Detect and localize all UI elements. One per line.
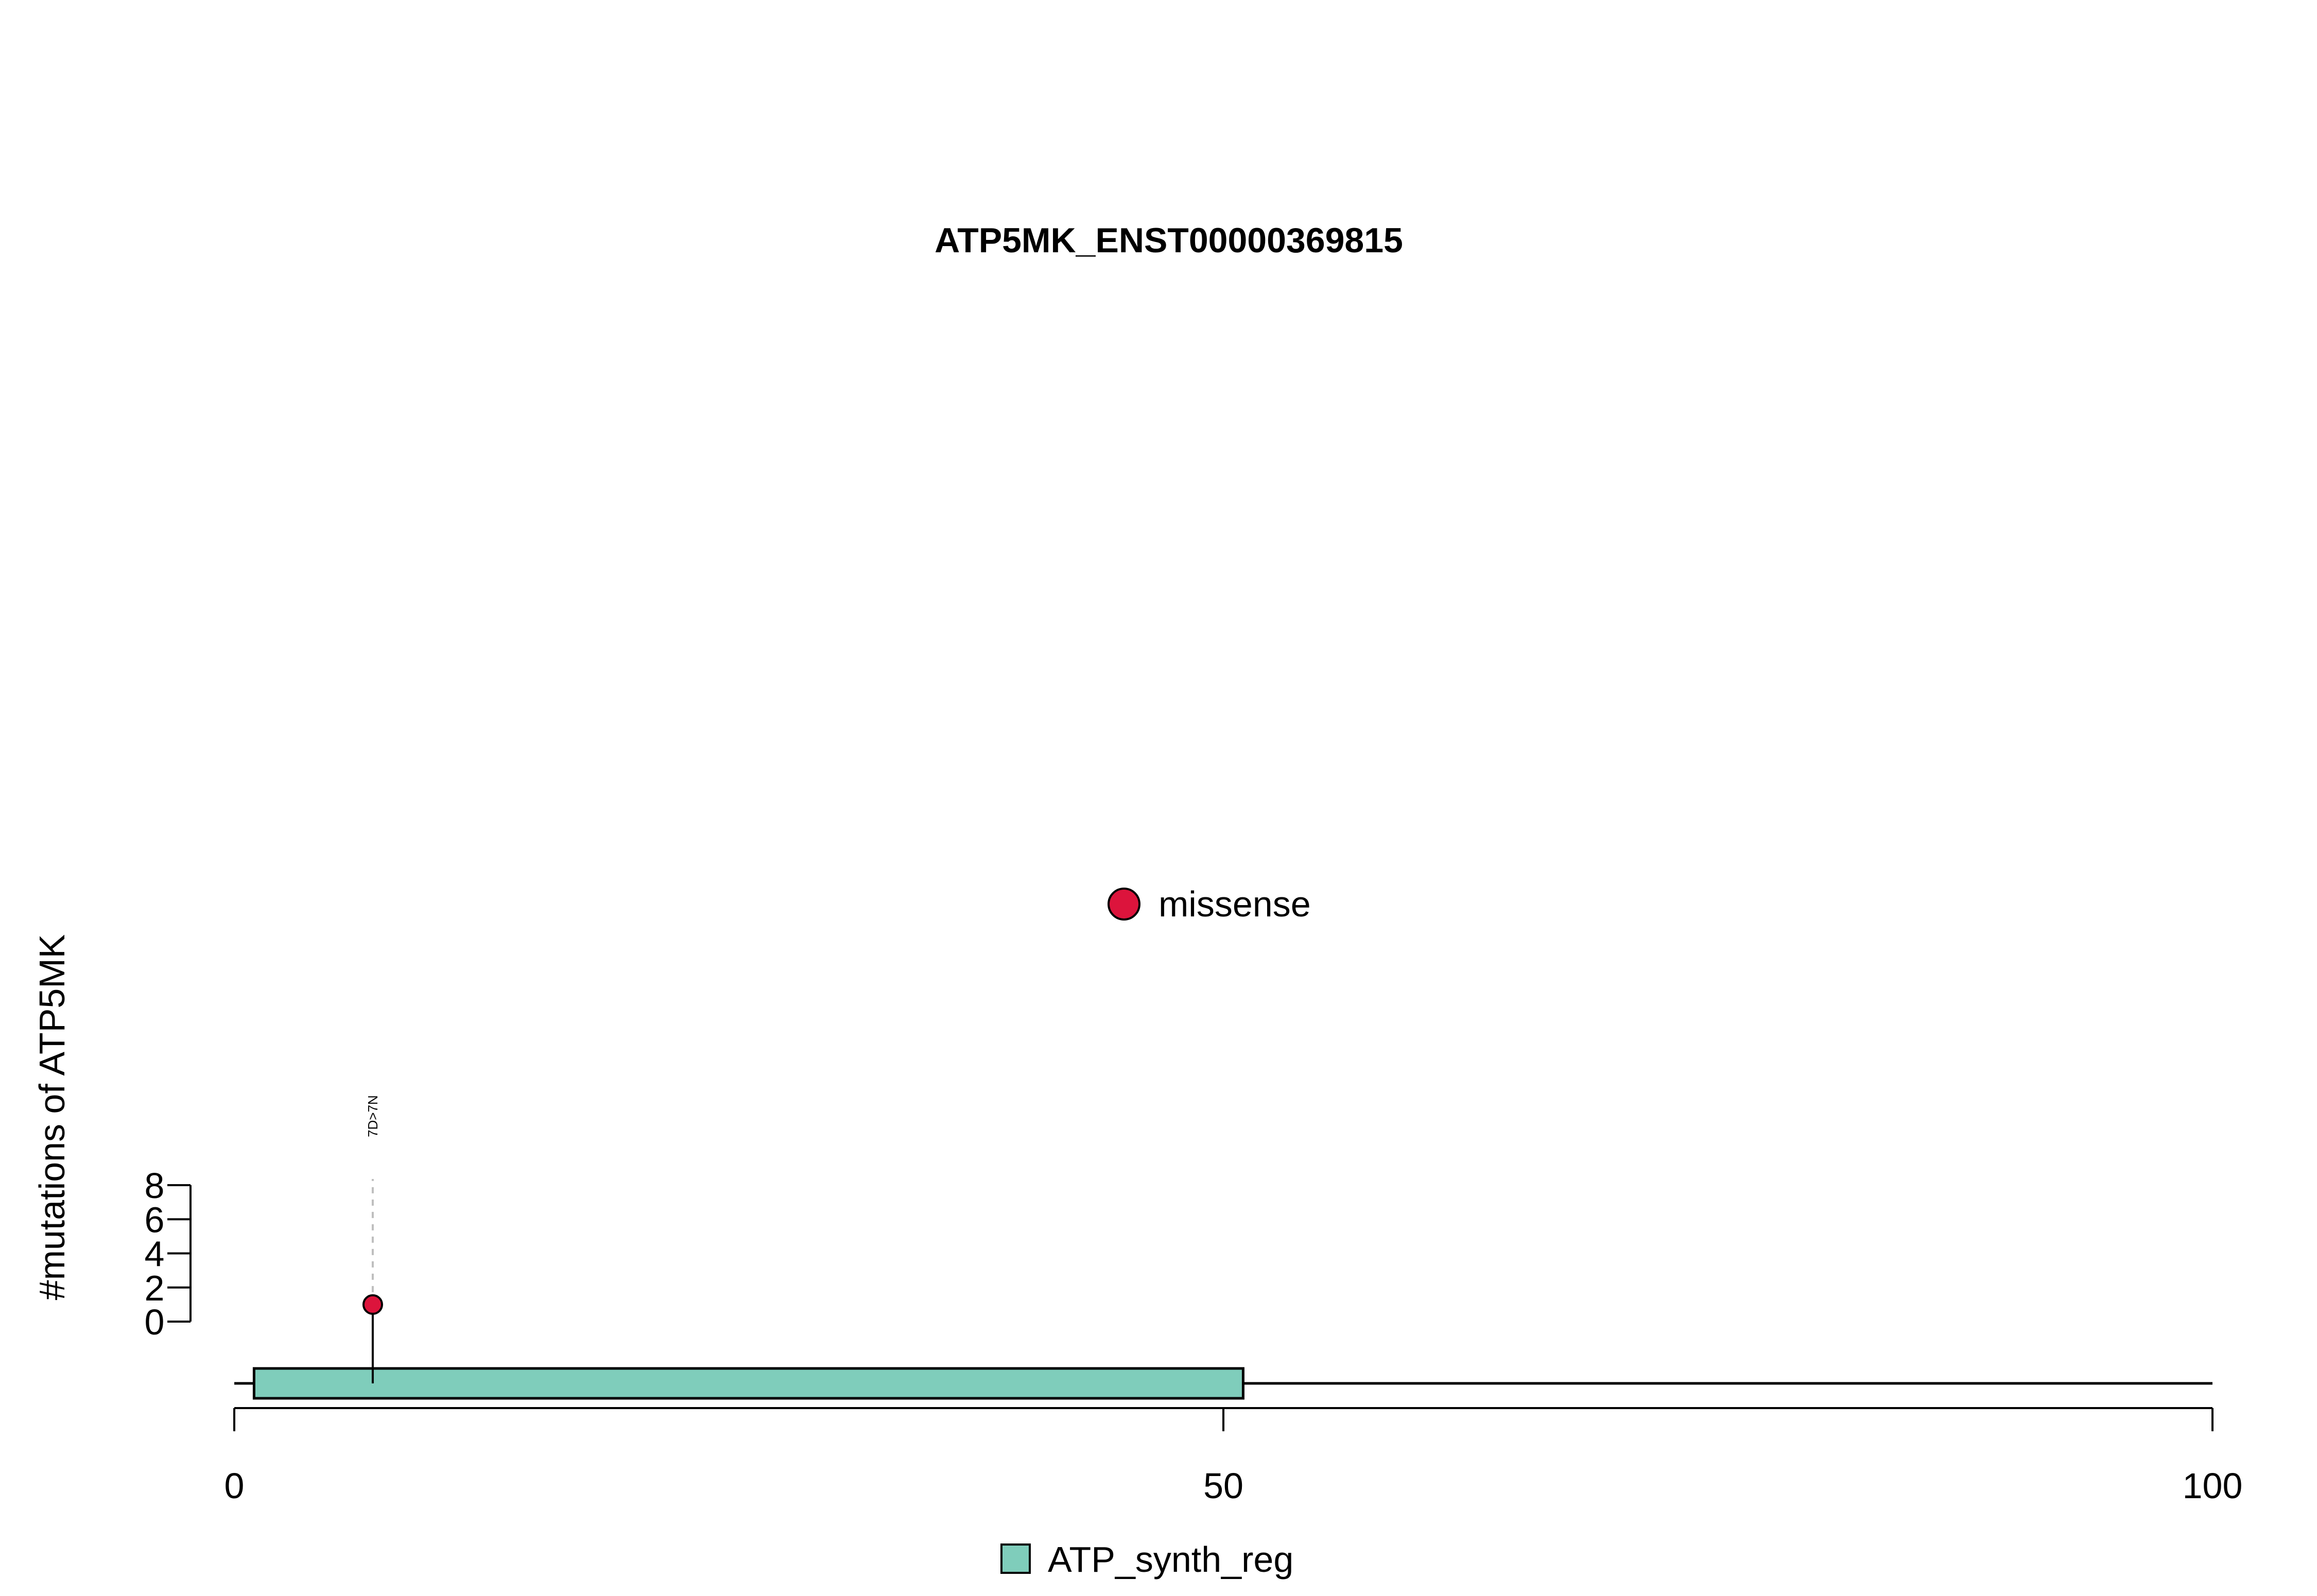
mutation-point [362,1294,383,1315]
y-tick-label: 8 [145,1166,165,1206]
domain-box [252,1367,1244,1400]
y-tick-label: 4 [145,1234,165,1274]
y-tick-label: 6 [145,1200,165,1240]
mutations: 7D>7N [362,1095,383,1383]
y-axis-label: #mutations of ATP5MK [32,934,72,1300]
x-tick-label: 0 [224,1466,245,1506]
domain-legend-swatch [1000,1543,1031,1574]
x-tick-label: 50 [1203,1466,1243,1506]
missense-legend-label: missense [1158,884,1311,924]
domain-legend: ATP_synth_reg [1000,1539,1293,1580]
domains [252,1367,1244,1400]
x-tick-label: 100 [2183,1466,2243,1506]
chart-title: ATP5MK_ENST00000369815 [935,221,1403,260]
y-tick-label: 2 [145,1268,165,1308]
mutation-label: 7D>7N [365,1095,381,1137]
x-axis: 0 50 100 [224,1407,2243,1506]
missense-legend-marker [1108,888,1140,921]
domain-legend-label: ATP_synth_reg [1048,1539,1293,1580]
mutation-legend: missense [1108,884,1311,924]
y-tick-label: 0 [145,1302,165,1342]
